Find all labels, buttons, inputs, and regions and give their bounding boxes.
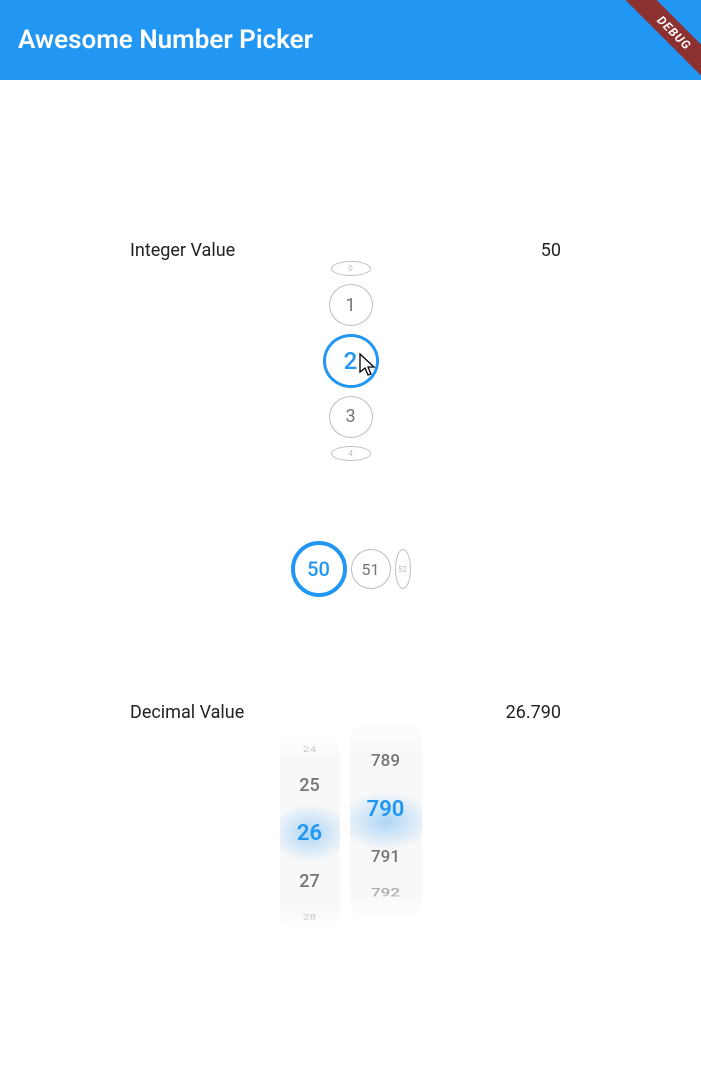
app-title: Awesome Number Picker: [18, 25, 313, 55]
content: Integer Value 50 0 1 2 3 4 50 51 52 Deci…: [0, 80, 701, 933]
wheel-item-selected[interactable]: 790: [350, 785, 422, 833]
picker-item-selected[interactable]: 2: [323, 334, 379, 388]
picker-item[interactable]: 52: [395, 549, 411, 589]
wheel-item[interactable]: 28: [280, 909, 340, 926]
picker-item[interactable]: 0: [331, 261, 371, 276]
picker-item[interactable]: 4: [331, 446, 371, 461]
picker-item-selected[interactable]: 50: [291, 541, 347, 597]
wheel-item[interactable]: 791: [350, 833, 422, 881]
wheel-item[interactable]: 789: [350, 737, 422, 785]
decimal-integer-wheel[interactable]: 24 25 26 27 28: [280, 733, 340, 933]
wheel-item-selected[interactable]: 26: [280, 809, 340, 857]
wheel-item[interactable]: 25: [280, 761, 340, 809]
integer-label: Integer Value: [30, 240, 290, 261]
wheel-item[interactable]: 27: [280, 857, 340, 905]
app-bar: Awesome Number Picker DEBUG: [0, 0, 701, 80]
integer-row: Integer Value 50: [0, 240, 701, 261]
picker-item[interactable]: 1: [329, 284, 373, 326]
integer-display-value: 50: [290, 240, 671, 261]
picker-item[interactable]: 3: [329, 396, 373, 438]
picker-item[interactable]: 51: [351, 549, 391, 589]
debug-banner-label: DEBUG: [623, 0, 701, 84]
integer-vertical-picker-area: 0 1 2 3 4: [0, 261, 701, 461]
integer-vertical-picker[interactable]: 0 1 2 3 4: [323, 261, 379, 461]
wheel-item[interactable]: 792: [350, 885, 422, 902]
decimal-display-value: 26.790: [290, 702, 671, 723]
wheel-item[interactable]: 24: [280, 741, 340, 758]
integer-horizontal-picker-area: 50 51 52: [0, 541, 701, 597]
integer-horizontal-picker[interactable]: 50 51 52: [291, 541, 411, 597]
decimal-fraction-wheel[interactable]: 789 790 791 792: [350, 721, 422, 921]
decimal-section: Decimal Value 26.790 24 25 26 27 28 789 …: [0, 702, 701, 933]
decimal-pickers: 24 25 26 27 28 789 790 791 792: [0, 733, 701, 933]
decimal-row: Decimal Value 26.790: [0, 702, 701, 723]
decimal-label: Decimal Value: [30, 702, 290, 723]
